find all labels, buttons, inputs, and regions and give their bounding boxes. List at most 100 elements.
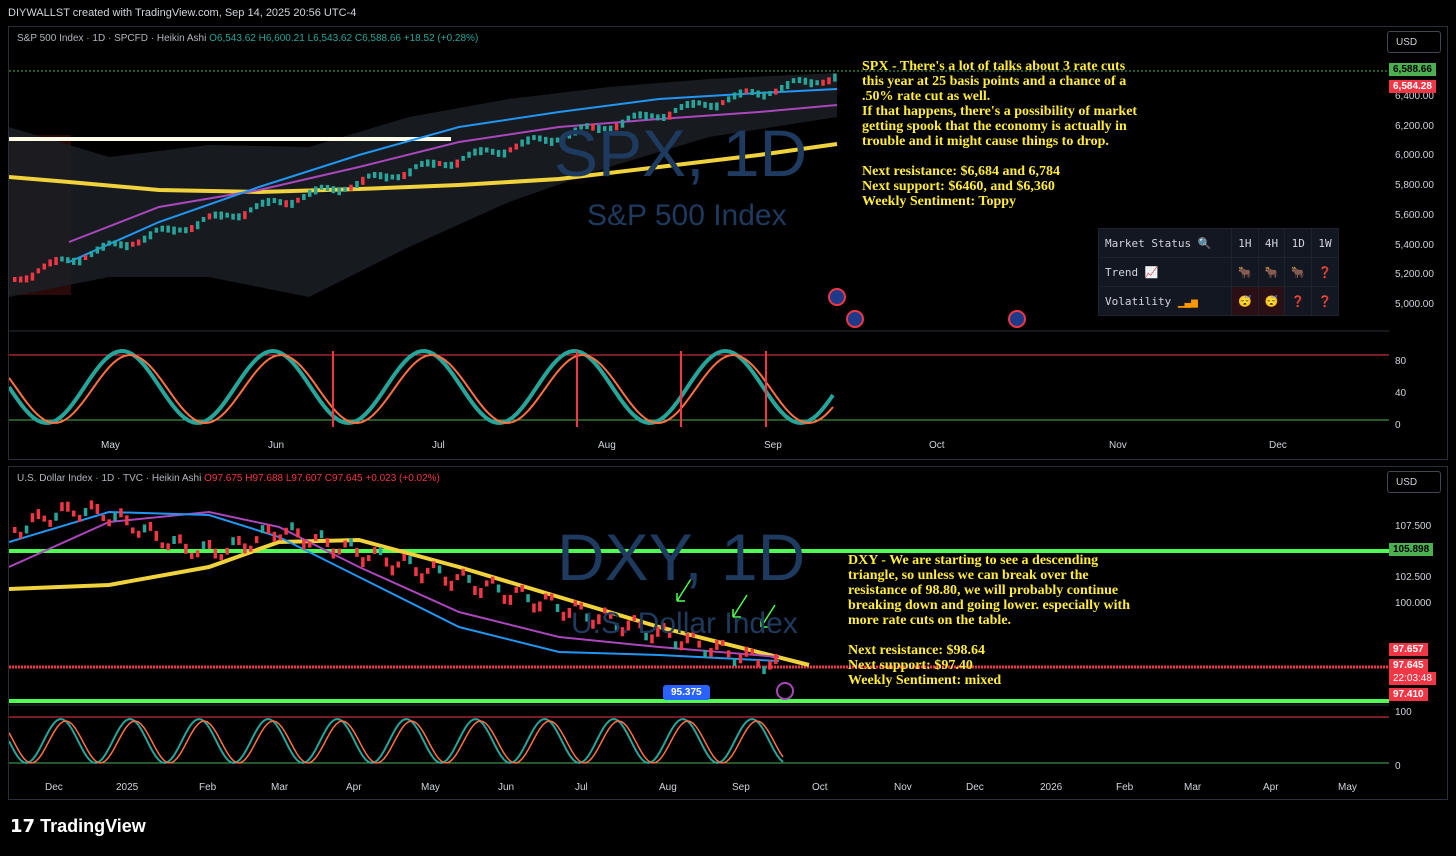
candle: [555, 137, 560, 143]
candle: [142, 524, 147, 533]
candle: [254, 536, 259, 544]
event-flag-icon: [1008, 310, 1026, 328]
candle: [709, 647, 713, 657]
candle: [249, 545, 253, 552]
candle: [219, 554, 223, 561]
candle: [673, 641, 678, 650]
dxy-time-axis-label: Mar: [271, 782, 289, 793]
candle: [573, 127, 577, 136]
candle: [125, 515, 129, 526]
candle: [490, 148, 495, 155]
candle: [508, 147, 513, 153]
candle: [632, 615, 636, 622]
candle: [302, 194, 306, 201]
market-status-col-4h: 4H: [1257, 228, 1286, 258]
candle: [526, 136, 530, 145]
candle: [313, 186, 318, 195]
candle: [750, 648, 754, 655]
spx-price-axis-label: 6,400.00: [1395, 91, 1434, 102]
candle: [296, 197, 300, 203]
candle: [66, 257, 70, 264]
dxy-time-axis-label: Oct: [812, 782, 828, 793]
dxy-watermark-symbol: DXY, 1D: [557, 520, 806, 594]
dxy-legend-close: C97.645: [324, 473, 363, 484]
spx-time-axis-label: Aug: [598, 440, 616, 451]
candle: [331, 186, 336, 194]
ma-purple-line: [9, 510, 780, 658]
candle: [768, 660, 772, 670]
tradingview-logo[interactable]: 𝟭𝟳 TradingView: [10, 816, 146, 837]
candle: [213, 211, 218, 219]
dxy-time-axis-label: May: [1338, 782, 1357, 793]
spx-osc-axis-label: 0: [1395, 420, 1401, 431]
spx-time-axis[interactable]: May Jun Jul Aug Sep Oct Nov Dec: [9, 437, 1389, 457]
candle: [420, 573, 424, 584]
candle: [443, 576, 448, 586]
spx-price-axis-label: 5,200.00: [1395, 269, 1434, 281]
dxy-chart-canvas[interactable]: [9, 467, 1447, 799]
trend-cell-1w: ❓: [1311, 257, 1339, 287]
candle: [703, 649, 707, 658]
dxy-chart-panel[interactable]: U.S. Dollar Index · 1D · TVC · Heikin As…: [8, 466, 1448, 800]
market-status-col-1h: 1H: [1231, 228, 1259, 258]
candle: [331, 548, 336, 559]
candle: [213, 548, 218, 559]
candle: [762, 666, 766, 675]
candle: [325, 184, 330, 191]
candle: [732, 92, 737, 100]
candle: [125, 242, 129, 251]
candle: [361, 557, 365, 568]
dxy-currency-button[interactable]: USD: [1387, 471, 1441, 493]
trend-label: Trend: [1105, 265, 1139, 279]
spx-time-axis-label: Dec: [1269, 440, 1287, 451]
candle: [544, 593, 548, 600]
market-status-table: Market Status 🔍 1H 4H 1D 1W Trend 📈 🐂 🐂 …: [1098, 228, 1339, 316]
candle: [95, 246, 100, 254]
search-icon: 🔍: [1197, 236, 1212, 250]
candle: [42, 515, 46, 522]
candle: [502, 594, 507, 604]
candle: [24, 525, 29, 534]
spx-osc-axis-label: 40: [1395, 388, 1407, 399]
event-flag-icon: [828, 288, 846, 306]
spx-chart-canvas[interactable]: [9, 27, 1447, 459]
candle: [774, 653, 778, 664]
candle: [260, 525, 265, 534]
candle: [408, 556, 412, 565]
tv-logo-icon: 𝟭𝟳: [10, 816, 36, 836]
candle: [532, 603, 536, 613]
candle: [437, 161, 442, 167]
candle: [685, 633, 690, 644]
candle: [721, 100, 725, 106]
candle: [614, 123, 619, 131]
dxy-legend-open: O97.675: [204, 473, 243, 484]
volatility-label: Volatility: [1105, 294, 1172, 308]
spx-annotation: SPX - There's a lot of talks about 3 rat…: [862, 59, 1138, 209]
trend-cell-1h: 🐂: [1231, 257, 1259, 287]
candle: [685, 101, 690, 109]
candle: [514, 586, 518, 593]
candle: [402, 172, 406, 180]
candle: [231, 537, 235, 546]
candle: [136, 530, 141, 538]
spx-currency-button[interactable]: USD: [1387, 31, 1441, 53]
candle: [290, 199, 294, 208]
candle: [738, 654, 743, 664]
spx-price-axis[interactable]: 6,400.00 6,200.00 6,000.00 5,800.00 5,600.00…: [1389, 27, 1447, 327]
market-status-title: Market Status: [1105, 236, 1192, 250]
spx-last-price-tag: 6,588.66: [1389, 63, 1436, 76]
candle: [131, 527, 135, 534]
header-bar: DIYWALLST created with TradingView.com, …: [0, 0, 1456, 26]
ma-200-line: [9, 142, 838, 195]
spx-watermark-name: S&P 500 Index: [587, 199, 787, 232]
dxy-time-axis[interactable]: Dec 2025 Feb Mar Apr May Jun Jul Aug Sep Oct Nov Dec…: [9, 779, 1389, 799]
osc-line: [9, 718, 784, 765]
candle: [437, 565, 442, 574]
candle: [178, 534, 182, 544]
volatility-cell-1h: 😴: [1231, 286, 1259, 316]
candle: [107, 519, 111, 527]
candle: [201, 541, 206, 550]
candle: [555, 603, 560, 612]
candle: [485, 147, 489, 153]
ma-200-line: [9, 537, 810, 667]
